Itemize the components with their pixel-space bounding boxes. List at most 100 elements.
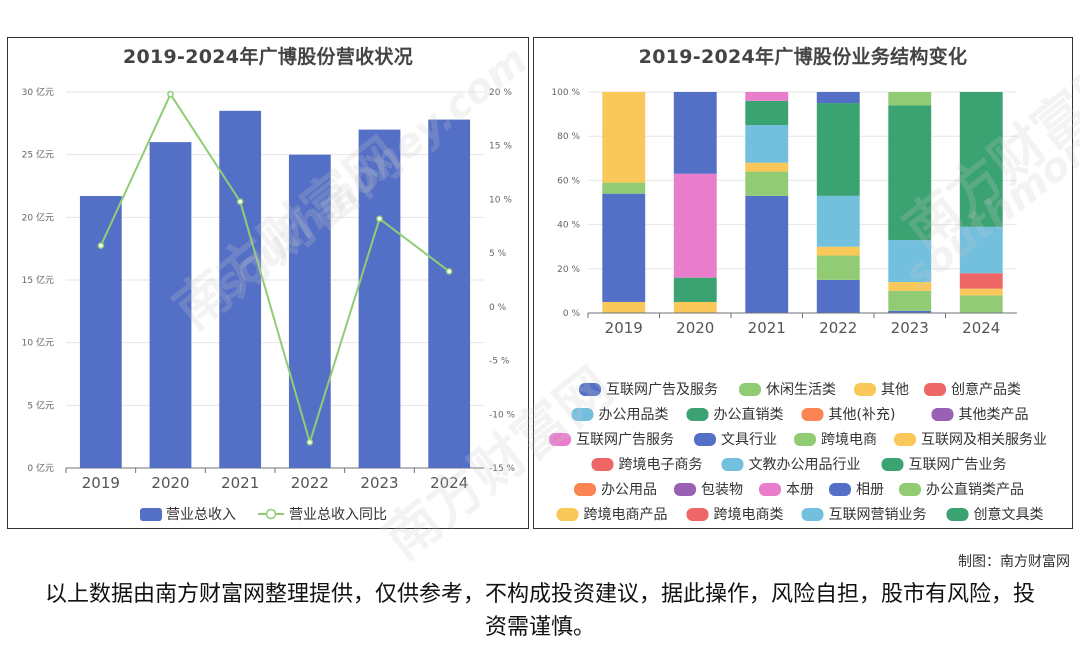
stacked-segment (745, 195, 789, 313)
y-tick-label: 100 % (551, 88, 580, 98)
stacked-segment (888, 92, 932, 106)
x-tick-label: 2022 (819, 319, 857, 337)
structure-chart-panel: 2019-2024年广博股份业务结构变化 0 % 20 % 40 % 60 % 80 %… (533, 37, 1073, 529)
revenue-chart-title: 2019-2024年广博股份营收状况 (122, 46, 414, 68)
legend-swatch (924, 383, 946, 396)
stacked-segment (816, 246, 860, 256)
legend-swatch (739, 383, 761, 396)
stacked-segment (959, 226, 1003, 274)
legend-swatch (686, 408, 709, 421)
y-left-tick-label: 0 亿元 (27, 462, 54, 474)
legend-label: 创意文具类 (974, 506, 1044, 523)
stacked-segment (745, 125, 789, 163)
stacked-segment (673, 301, 717, 313)
legend-label: 互联网及相关服务业 (921, 432, 1047, 448)
legend-label: 跨境电子商务 (619, 457, 703, 473)
stacked-segment (602, 182, 646, 194)
legend-swatch (140, 508, 162, 521)
y-right-tick-label: 0 % (489, 303, 507, 313)
legend-swatch (591, 458, 614, 471)
y-right-tick-label: 10 % (489, 195, 512, 205)
revenue-chart-panel: 2019-2024年广博股份营收状况 0 亿元 5 亿元 10 亿元 15 亿元 20 … (7, 37, 529, 529)
x-tick-label: 2024 (962, 319, 1000, 337)
legend-swatch (686, 508, 709, 521)
legend-swatch (794, 433, 816, 446)
revenue-bar (358, 129, 401, 468)
stacked-segment (959, 273, 1003, 289)
yoy-growth-line (99, 92, 450, 446)
chart-credit: 制图：南方财富网 (958, 554, 1070, 570)
yoy-growth-point (376, 215, 383, 223)
legend-swatch (829, 483, 851, 496)
legend-swatch (894, 433, 916, 446)
legend-swatch (556, 508, 579, 521)
stacked-segment (816, 255, 860, 280)
legend-label: 休闲生活类 (766, 382, 836, 398)
y-tick-label: 0 % (563, 309, 581, 319)
revenue-chart-svg: 0 亿元 5 亿元 10 亿元 15 亿元 20 亿元 25 亿元 30 亿元 -15 % -1… (22, 86, 516, 523)
stacked-segment (888, 105, 932, 241)
y-right-tick-label: -5 % (489, 357, 510, 367)
legend-label: 办公用品类 (599, 407, 669, 423)
legend-label: 互联网广告及服务 (606, 382, 718, 398)
stacked-segment (602, 92, 646, 183)
x-tick-label: 2019 (605, 319, 643, 337)
stacked-segment (745, 92, 789, 101)
x-tick-label: 2023 (360, 474, 398, 492)
stacked-segment (745, 171, 789, 196)
legend-label: 其他类产品 (959, 407, 1029, 423)
y-tick-label: 20 % (557, 265, 580, 275)
legend-swatch (946, 508, 969, 521)
stacked-segment (888, 290, 932, 311)
y-tick-label: 60 % (557, 176, 580, 186)
stacked-segment (959, 288, 1003, 296)
y-right-tick-label: -15 % (489, 464, 516, 474)
stacked-segment (816, 195, 860, 247)
yoy-growth-point (97, 242, 105, 249)
y-left-tick-label: 20 亿元 (22, 211, 54, 223)
revenue-bar (288, 154, 331, 468)
legend-swatch (759, 483, 781, 496)
stacked-segment (816, 279, 860, 313)
x-tick-label: 2021 (221, 474, 259, 492)
x-tick-label: 2019 (82, 474, 120, 492)
structure-chart-svg: 0 % 20 % 40 % 60 % 80 % 100 % 2019 2020 2021 2022… (549, 88, 1047, 523)
x-tick-label: 2021 (748, 319, 786, 337)
stacked-segment (959, 295, 1003, 313)
legend-label: 跨境电商产品 (584, 507, 668, 523)
legend-label: 办公直销类产品 (926, 481, 1024, 498)
legend-label: 跨境电商类 (714, 507, 784, 523)
legend-label: 其他(补充) (829, 407, 896, 423)
legend-swatch (571, 408, 594, 421)
legend-swatch (931, 408, 954, 421)
legend-swatch (899, 483, 921, 496)
yoy-growth-point (306, 438, 314, 446)
legend-label: 其他 (881, 382, 909, 398)
stacked-segment (888, 310, 932, 313)
stacked-segment (602, 301, 646, 313)
legend-label: 营业总收入 (166, 507, 236, 523)
stacked-segment (959, 92, 1003, 227)
yoy-growth-point (167, 90, 174, 98)
legend-swatch (881, 458, 904, 471)
x-tick-label: 2020 (151, 474, 189, 492)
y-tick-label: 80 % (557, 132, 580, 142)
y-right-tick-label: 20 % (489, 88, 512, 98)
x-tick-label: 2020 (676, 319, 714, 337)
stacked-segment (673, 277, 717, 302)
legend-label: 本册 (786, 482, 814, 498)
legend-swatch (801, 508, 824, 521)
legend-swatch (694, 433, 716, 446)
x-tick-label: 2023 (891, 319, 929, 337)
y-left-tick-label: 30 亿元 (22, 86, 54, 98)
revenue-bar (79, 196, 122, 468)
legend-swatch (579, 383, 601, 396)
stacked-segment (816, 103, 860, 196)
legend-swatch (574, 483, 596, 496)
revenue-bar (219, 110, 262, 469)
revenue-bar (428, 119, 471, 468)
legend-swatch (854, 383, 876, 396)
legend-swatch (721, 458, 744, 471)
legend-label: 办公直销类 (714, 406, 784, 423)
stacked-segment (673, 173, 717, 278)
